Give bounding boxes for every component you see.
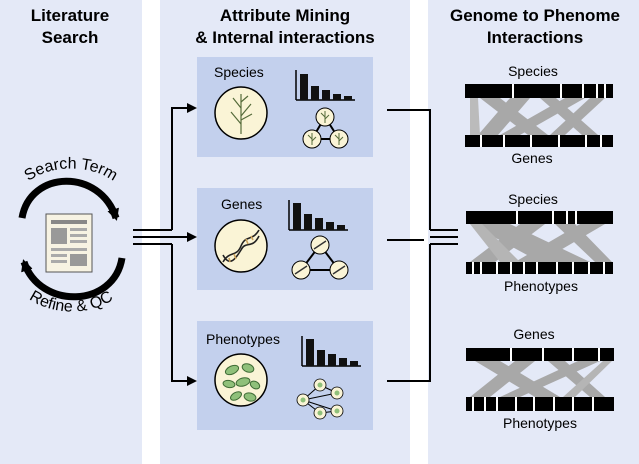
map3-top-bar <box>466 348 614 361</box>
map3-top-label: Genes <box>513 326 554 342</box>
phenotypes-box-label: Phenotypes <box>206 331 280 347</box>
bipartite-map-genes-phenotypes: Genes Phenotypes <box>466 326 614 431</box>
map1-top-bar <box>465 84 613 98</box>
genome-title-line2: Interactions <box>487 28 583 47</box>
species-box: Species <box>197 57 373 157</box>
map3-bottom-bar <box>466 397 614 411</box>
species-box-label: Species <box>214 64 264 80</box>
species-network-icon <box>302 107 349 149</box>
literature-title-line2: Search <box>42 28 99 47</box>
phenotypes-bar-chart-icon <box>301 336 361 367</box>
fanout-connectors <box>133 103 197 386</box>
genes-box-label: Genes <box>221 196 262 212</box>
map2-bottom-label: Phenotypes <box>504 278 578 294</box>
map1-bottom-label: Genes <box>511 150 552 166</box>
map3-bottom-label: Phenotypes <box>503 415 577 431</box>
map2-top-label: Species <box>508 191 558 207</box>
fanin-connectors <box>387 109 458 382</box>
genes-box: Genes <box>197 188 373 290</box>
map2-bottom-bar <box>466 262 613 274</box>
mining-title-line1: Attribute Mining <box>220 6 350 25</box>
genome-title-line1: Genome to Phenome <box>450 6 620 25</box>
loop-arrow-top <box>18 177 120 221</box>
map1-bottom-bar <box>465 135 613 147</box>
map2-top-bar <box>466 211 613 224</box>
phenotypes-network-icon <box>296 378 344 420</box>
bipartite-map-species-genes: Species Genes <box>465 63 613 166</box>
phenotypes-box: Phenotypes <box>197 321 373 430</box>
document-icon <box>45 213 93 273</box>
literature-title-line1: Literature <box>31 6 109 25</box>
genes-network-icon <box>291 235 349 280</box>
map1-top-label: Species <box>508 63 558 79</box>
genes-bar-chart-icon <box>288 200 348 231</box>
species-bar-chart-icon <box>295 70 355 101</box>
mining-title-line2: & Internal interactions <box>195 28 374 47</box>
bipartite-map-species-phenotypes: Species Phenotypes <box>466 191 613 294</box>
loop-arrow-bottom <box>20 257 126 301</box>
